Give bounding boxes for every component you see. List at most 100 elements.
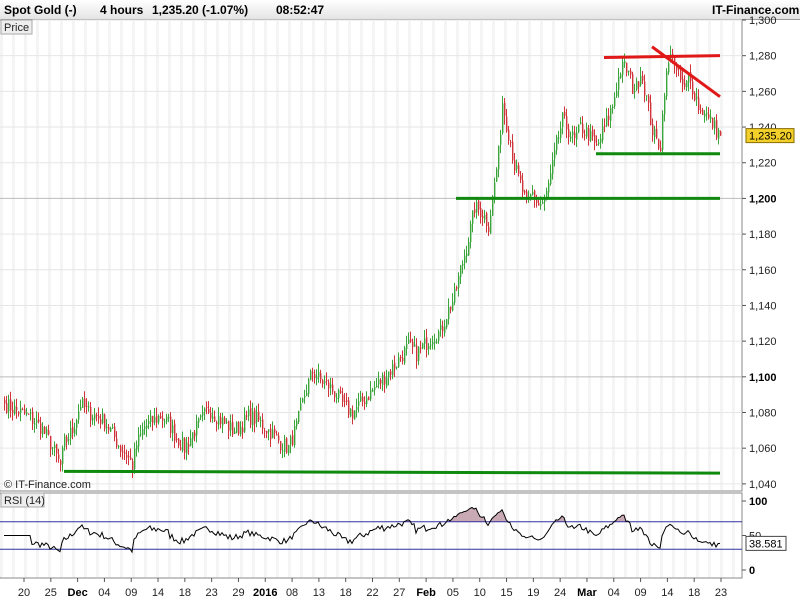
- candle-body: [550, 173, 552, 184]
- grid-stripe: [456, 21, 459, 490]
- grid-stripe: [552, 21, 555, 490]
- candle-body: [112, 427, 114, 429]
- candle-body: [468, 241, 470, 256]
- candle-body: [716, 119, 718, 138]
- candle-body: [374, 386, 376, 391]
- candle-body: [130, 457, 132, 460]
- grid-stripe: [180, 21, 183, 490]
- grid-stripe: [384, 21, 387, 490]
- candle-body: [140, 433, 142, 435]
- candle-body: [142, 429, 144, 436]
- candle-body: [708, 114, 710, 118]
- candle-body: [588, 128, 590, 141]
- candle-body: [136, 445, 138, 450]
- candle-body: [380, 379, 382, 384]
- candle-body: [298, 410, 300, 423]
- grid-stripe: [660, 21, 663, 490]
- candle-body: [706, 112, 708, 115]
- grid-stripe: [228, 21, 231, 490]
- candle-body: [376, 385, 378, 388]
- time-tick-label: 09: [125, 587, 137, 599]
- candle-body: [266, 431, 268, 434]
- candle-body: [396, 366, 398, 368]
- candle-body: [18, 411, 20, 415]
- candle-body: [394, 362, 396, 369]
- candle-body: [40, 423, 42, 434]
- candle-body: [334, 391, 336, 398]
- candle-body: [114, 426, 116, 438]
- candle-body: [6, 403, 8, 413]
- candle-body: [222, 417, 224, 426]
- watermark: © IT-Finance.com: [4, 479, 91, 491]
- candle-body: [200, 415, 202, 418]
- time-tick-label: Feb: [416, 587, 436, 599]
- candle-body: [642, 76, 644, 81]
- candle-body: [598, 142, 600, 144]
- candle-body: [430, 344, 432, 346]
- candle-body: [458, 275, 460, 288]
- grid-stripe: [204, 21, 207, 490]
- price-tick-label: 1,140: [749, 300, 777, 312]
- time-tick-label: 14: [661, 587, 673, 599]
- rsi-panel-tag: RSI (14): [4, 495, 45, 507]
- candle-body: [676, 64, 678, 71]
- grid-stripe: [120, 21, 123, 490]
- candle-body: [410, 339, 412, 342]
- time-tick-label: 29: [232, 587, 244, 599]
- candle-body: [470, 223, 472, 243]
- candle-body: [84, 398, 86, 408]
- support-line: [63, 469, 721, 475]
- candle-body: [656, 128, 658, 139]
- candle-body: [536, 200, 538, 203]
- candle-body: [174, 423, 176, 441]
- candle-body: [94, 414, 96, 419]
- candle-body: [610, 107, 612, 121]
- candle-body: [426, 337, 428, 350]
- candle-body: [348, 400, 350, 415]
- candle-body: [296, 420, 298, 427]
- grid-stripe: [396, 494, 399, 577]
- candle-body: [546, 191, 548, 199]
- grid-stripe: [420, 494, 423, 577]
- candle-body: [398, 357, 400, 367]
- grid-stripe: [528, 21, 531, 490]
- grid-stripe: [72, 21, 75, 490]
- grid-stripe: [552, 494, 555, 577]
- candle-body: [74, 429, 76, 434]
- candle-body: [632, 73, 634, 94]
- candle-body: [386, 377, 388, 387]
- time-tick-label: 15: [500, 587, 512, 599]
- time-tick-label: 14: [152, 587, 164, 599]
- time-tick-label: 23: [715, 587, 727, 599]
- candle-body: [666, 71, 668, 97]
- candle-body: [236, 422, 238, 433]
- grid-stripe: [96, 21, 99, 490]
- candle-body: [180, 447, 182, 450]
- candle-body: [98, 415, 100, 419]
- time-tick-label: 18: [688, 587, 700, 599]
- candle-body: [466, 253, 468, 257]
- candle-body: [554, 150, 556, 159]
- grid-stripe: [492, 21, 495, 490]
- candle-body: [300, 403, 302, 411]
- candle-body: [14, 405, 16, 415]
- candle-body: [480, 207, 482, 217]
- candle-body: [700, 110, 702, 112]
- candle-body: [476, 201, 478, 213]
- price-panel: [0, 19, 743, 492]
- candle-body: [38, 419, 40, 422]
- grid-stripe: [708, 21, 711, 490]
- candle-body: [184, 438, 186, 453]
- candle-body: [620, 74, 622, 78]
- candle-body: [256, 412, 258, 423]
- price-panel-tag: Price: [4, 22, 29, 34]
- candle-body: [278, 435, 280, 441]
- candle-body: [526, 191, 528, 199]
- candle-body: [686, 80, 688, 88]
- grid-stripe: [384, 494, 387, 577]
- grid-stripe: [684, 494, 687, 577]
- grid-stripe: [612, 494, 615, 577]
- grid-stripe: [588, 21, 591, 490]
- candle-body: [56, 443, 58, 454]
- candle-body: [118, 446, 120, 448]
